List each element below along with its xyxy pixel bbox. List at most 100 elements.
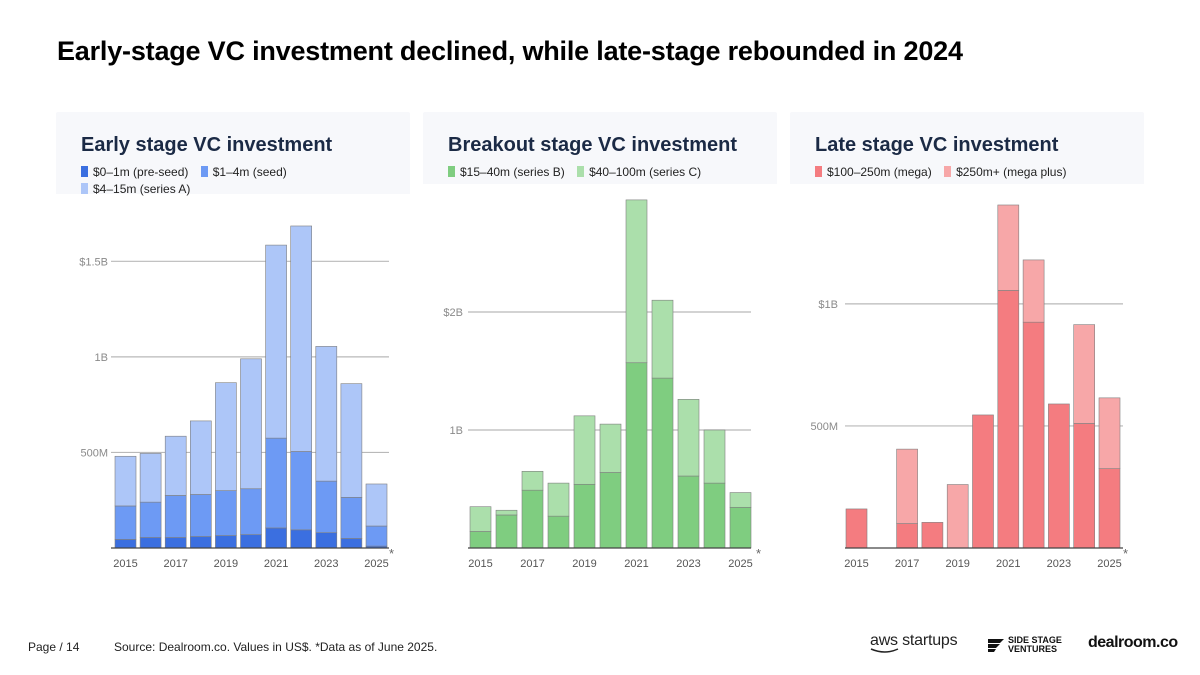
bar-2015-series-0 — [469, 531, 492, 549]
bar-2015-series-1 — [469, 506, 492, 532]
bar-2018-series-0 — [547, 515, 570, 549]
legend-label: $0–1m (pre-seed) — [93, 165, 189, 179]
bar-2021-series-2 — [265, 244, 287, 439]
ssv-mark-icon — [988, 639, 1004, 652]
bar-2022-series-0 — [1022, 321, 1045, 549]
x-tick-label: 2017 — [163, 558, 187, 570]
bar-2020-series-0 — [972, 414, 994, 549]
legend-label: $15–40m (series B) — [460, 165, 565, 179]
bar-2017-series-1 — [521, 470, 544, 491]
bar-2018-series-0 — [921, 522, 944, 549]
legend-item-mega-plus: $250m+ (mega plus) — [944, 164, 1066, 181]
legend-swatch — [81, 166, 88, 177]
bar-2020-series-0 — [240, 534, 262, 549]
early-stage-chart: 500M 1B $1.5B 2015 2017 2019 2021 2023 2025* — [56, 194, 410, 590]
bar-2018-series-1 — [547, 482, 570, 517]
legend-item-series-a: $4–15m (series A) — [81, 181, 190, 198]
legend-item-mega: $100–250m (mega) — [815, 164, 932, 181]
bar-2021-series-1 — [265, 437, 287, 529]
side-stage-ventures-logo: SIDE STAGE VENTURES — [988, 636, 1062, 654]
chart-legend: $15–40m (series B) $40–100m (series C) — [448, 164, 768, 181]
chart-title: Late stage VC investment — [815, 134, 1059, 156]
legend-label: $100–250m (mega) — [827, 165, 932, 179]
legend-label: $250m+ (mega plus) — [956, 165, 1067, 179]
bar-2019-series-1 — [573, 415, 596, 485]
legend-swatch — [944, 166, 952, 177]
bar-2015-series-0 — [845, 508, 868, 549]
bar-2023-series-1 — [315, 480, 338, 534]
data-note-asterisk: * — [1123, 546, 1128, 561]
bar-2015-series-2 — [114, 455, 137, 507]
bar-2024-series-1 — [1073, 324, 1096, 424]
y-tick-label: 1B — [450, 425, 463, 437]
bar-2016-series-0 — [139, 537, 162, 549]
dealroom-logo: dealroom.co — [1088, 634, 1178, 651]
bar-2018-series-1 — [190, 494, 212, 537]
page-title: Early-stage VC investment declined, whil… — [57, 36, 963, 66]
x-tick-label: 2021 — [624, 558, 648, 570]
bar-2025-series-0 — [1098, 468, 1121, 549]
x-tick-label: 2021 — [996, 558, 1020, 570]
x-tick-label: 2025 — [728, 558, 752, 570]
bar-2021-series-0 — [625, 362, 648, 549]
page-number: Page / 14 — [28, 640, 80, 654]
bar-2016-series-1 — [495, 509, 518, 516]
bar-2017-series-1 — [896, 448, 918, 524]
bar-2022-series-1 — [1022, 259, 1045, 323]
x-tick-label: 2025 — [364, 558, 388, 570]
x-tick-label: 2023 — [676, 558, 700, 570]
x-tick-label: 2023 — [314, 558, 338, 570]
legend-swatch — [815, 166, 822, 177]
bar-2022-series-1 — [651, 299, 674, 379]
bar-2022-series-1 — [290, 451, 312, 531]
legend-item-pre-seed: $0–1m (pre-seed) — [81, 164, 188, 181]
bar-2016-series-2 — [139, 453, 162, 503]
bar-2021-series-0 — [265, 527, 287, 549]
bar-2020-series-1 — [599, 423, 622, 473]
bar-2017-series-0 — [521, 489, 544, 549]
ssv-line-2: VENTURES — [1008, 644, 1058, 654]
bar-2020-series-2 — [240, 358, 262, 490]
bar-2019-series-0 — [573, 483, 596, 549]
bar-2017-series-0 — [164, 537, 187, 549]
chart-legend: $0–1m (pre-seed) $1–4m (seed) $4–15m (se… — [81, 164, 401, 198]
y-tick-label: $1.5B — [79, 256, 108, 268]
bar-2021-series-1 — [625, 199, 648, 364]
x-tick-label: 2019 — [572, 558, 596, 570]
x-tick-label: 2017 — [895, 558, 919, 570]
late-stage-chart-panel: 500M $1B 2015 2017 2019 2021 2023 2025 * Late st… — [790, 112, 1144, 590]
bar-2018-series-2 — [190, 420, 212, 495]
aws-smile-icon — [870, 648, 899, 653]
y-tick-label: 1B — [95, 352, 108, 364]
chart-title: Early stage VC investment — [81, 134, 333, 156]
legend-item-seed: $1–4m (seed) — [200, 164, 287, 181]
x-tick-label: 2021 — [264, 558, 288, 570]
bar-2017-series-0 — [896, 523, 918, 549]
bar-2019-series-2 — [215, 382, 237, 491]
y-tick-label: 500M — [80, 447, 108, 459]
bar-2025-series-1 — [729, 492, 752, 508]
aws-startups-logo: aws startups — [870, 632, 958, 654]
bar-2024-series-0 — [1073, 423, 1096, 549]
bar-2021-series-1 — [997, 204, 1020, 291]
bar-2023-series-0 — [1048, 403, 1070, 549]
breakout-stage-chart-panel: 1B $2B 2015 2017 2019 2021 2023 2025 * Breakout … — [423, 112, 777, 590]
x-tick-label: 2019 — [945, 558, 969, 570]
y-tick-label: 500M — [810, 421, 838, 433]
legend-swatch — [577, 166, 585, 177]
bar-2020-series-0 — [599, 472, 622, 549]
bar-2025-series-1 — [365, 525, 388, 547]
bar-2023-series-0 — [677, 475, 700, 549]
early-stage-chart-panel: 500M 1B $1.5B 2015 2017 2019 2021 2023 2025 * Ear… — [56, 112, 410, 590]
legend-item-series-b: $15–40m (series B) — [448, 164, 565, 181]
bar-2024-series-2 — [340, 383, 363, 498]
legend-swatch — [200, 166, 208, 177]
x-tick-label: 2015 — [844, 558, 868, 570]
ssv-logo-text: SIDE STAGE VENTURES — [1008, 636, 1062, 654]
bar-2023-series-1 — [677, 399, 700, 477]
legend-label: $1–4m (seed) — [212, 165, 287, 179]
bar-2019-series-1 — [215, 490, 237, 536]
bar-2022-series-2 — [290, 225, 312, 452]
chart-title: Breakout stage VC investment — [448, 134, 737, 156]
bar-2023-series-0 — [315, 532, 338, 549]
